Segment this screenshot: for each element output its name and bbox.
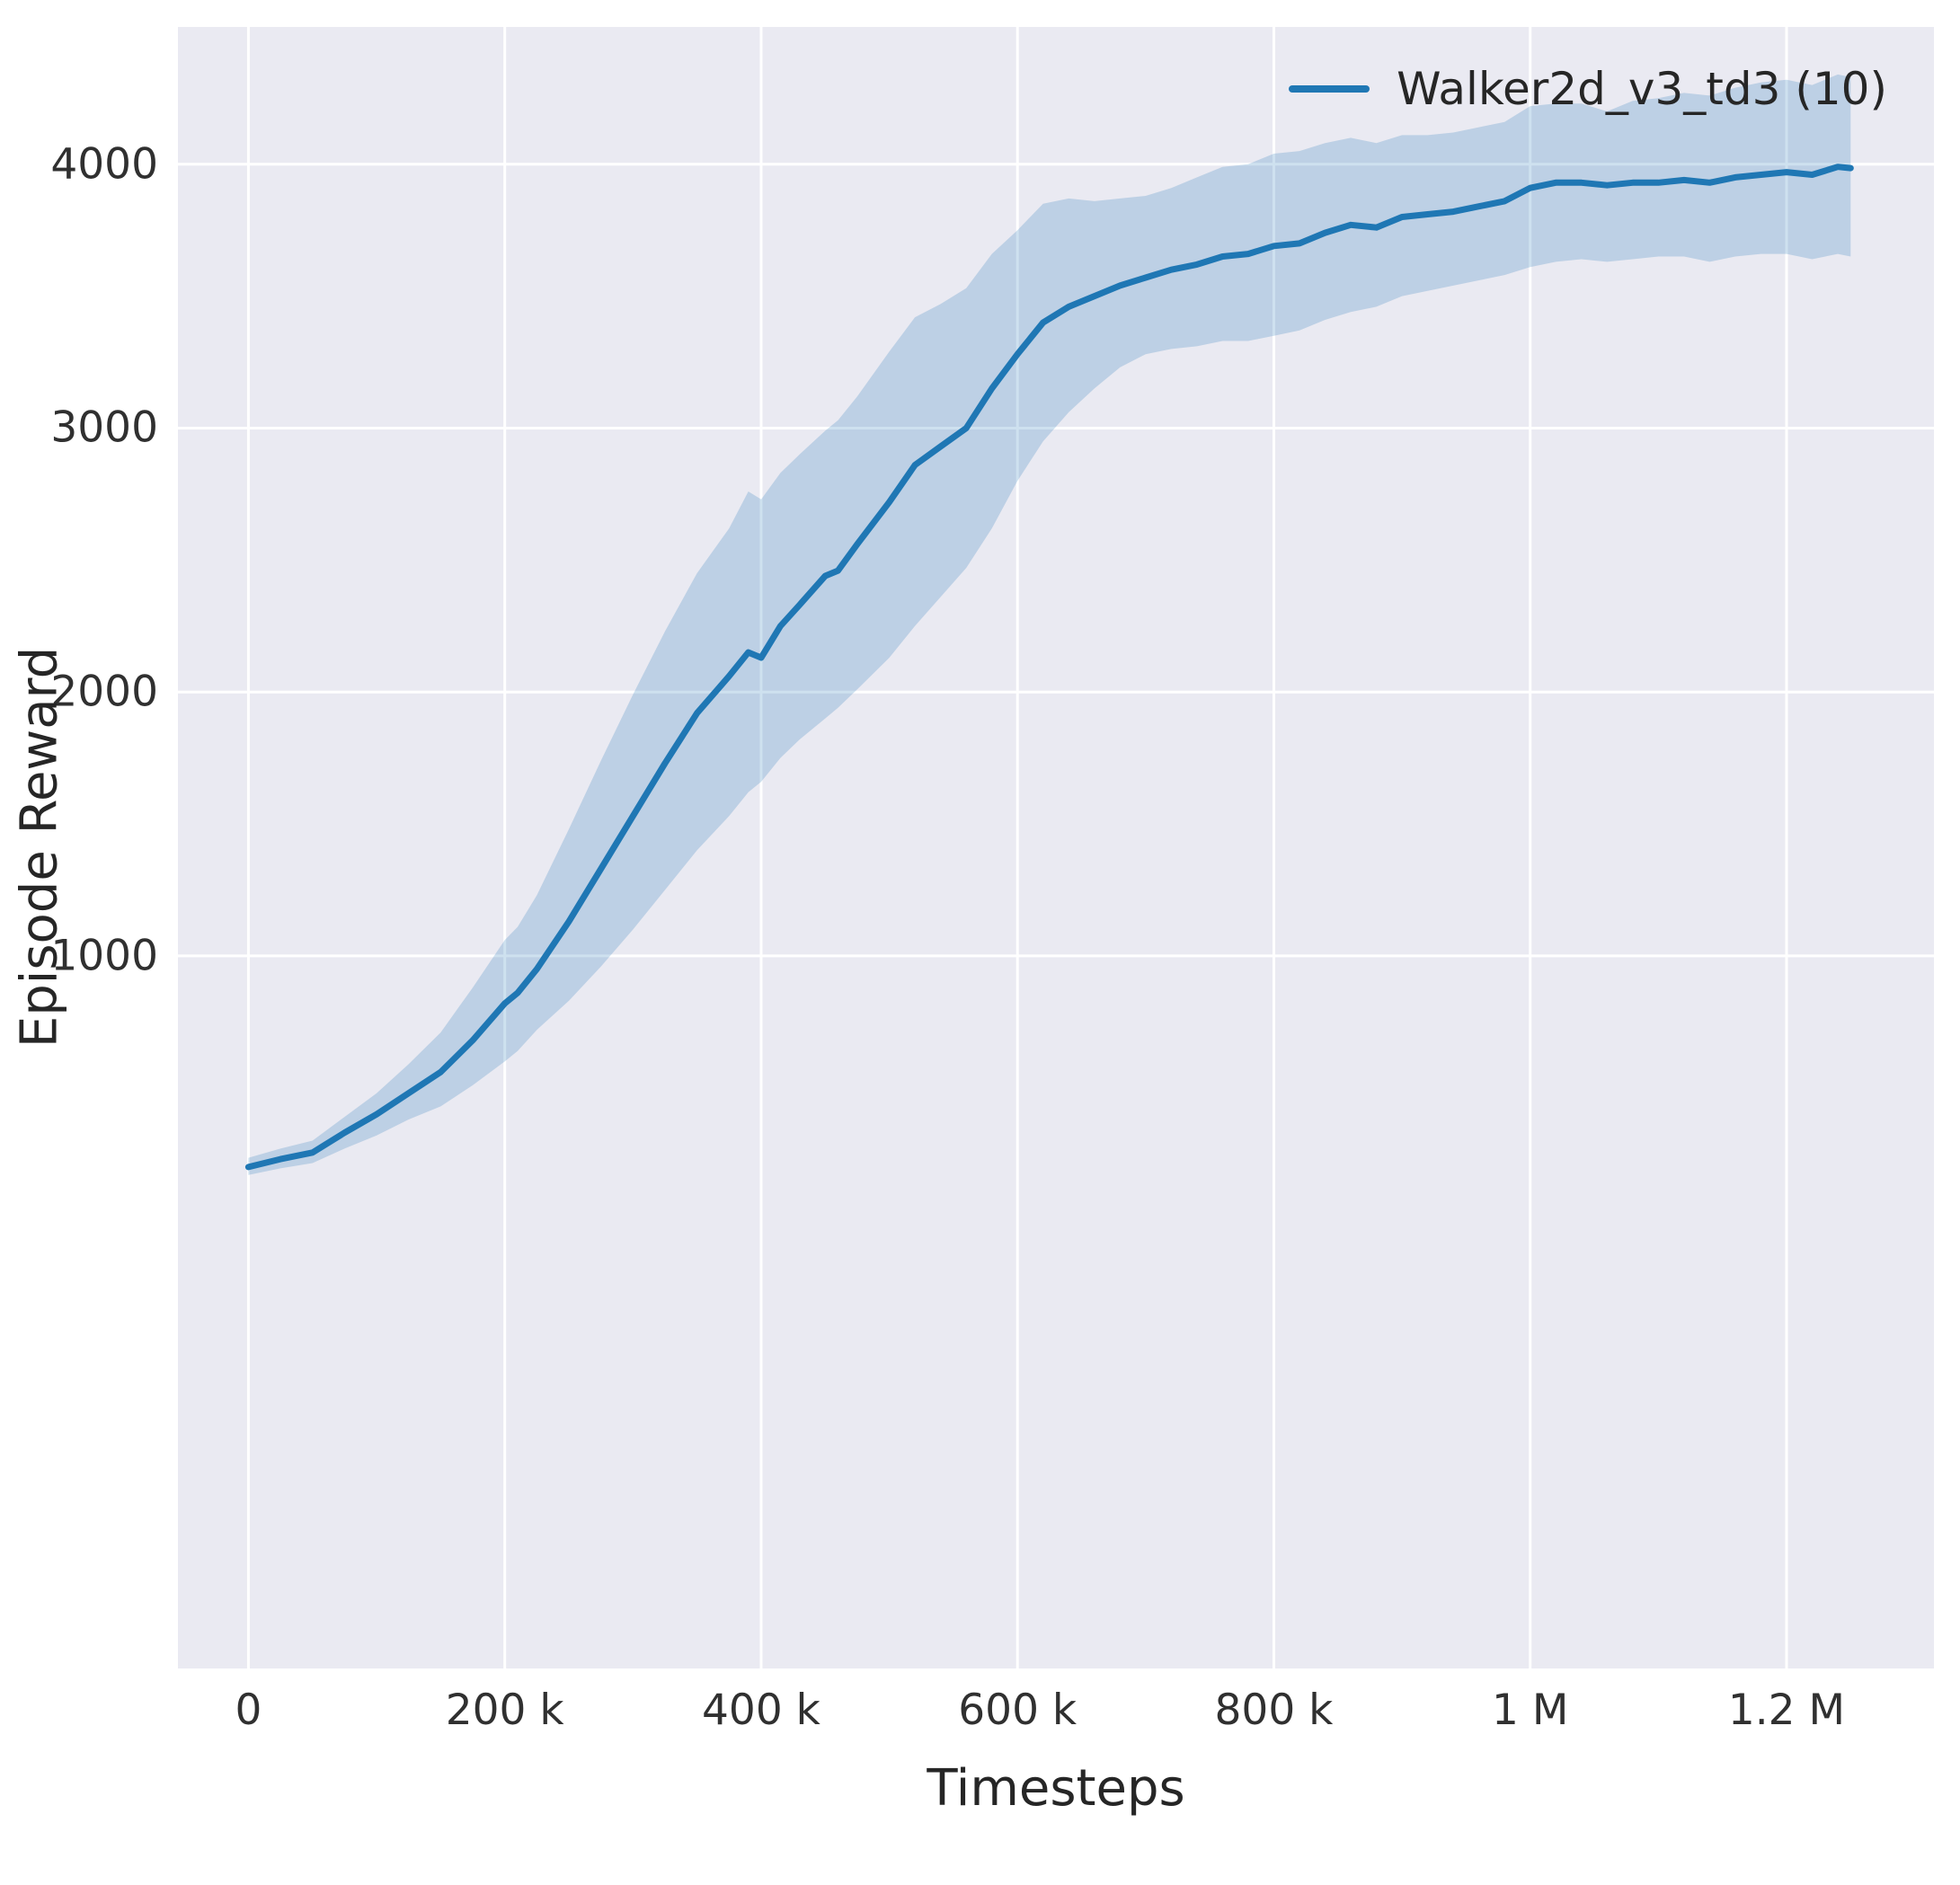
legend-line-sample [1289, 85, 1370, 93]
legend-label: Walker2d_v3_td3 (10) [1397, 63, 1887, 115]
x-tick-label: 400 k [702, 1686, 820, 1735]
y-axis-label: Episode Reward [10, 646, 69, 1049]
x-tick-label: 600 k [958, 1686, 1078, 1735]
y-tick-label: 3000 [50, 403, 158, 453]
chart-canvas [178, 27, 1934, 1668]
x-tick-label: 200 k [445, 1686, 564, 1735]
x-axis-label: Timesteps [927, 1759, 1185, 1818]
y-tick-label: 2000 [50, 667, 158, 717]
mean-line [244, 164, 1854, 1171]
x-tick-label: 1 M [1492, 1686, 1569, 1735]
confidence-band [248, 74, 1851, 1175]
x-tick-label: 1.2 M [1727, 1686, 1846, 1735]
x-tick-label: 0 [235, 1686, 262, 1735]
legend[interactable]: Walker2d_v3_td3 (10) [1289, 63, 1887, 115]
plot-area: Walker2d_v3_td3 (10) [178, 27, 1934, 1668]
x-tick-label: 800 k [1214, 1686, 1334, 1735]
y-tick-label: 4000 [50, 139, 158, 190]
y-tick-label: 1000 [50, 931, 158, 981]
